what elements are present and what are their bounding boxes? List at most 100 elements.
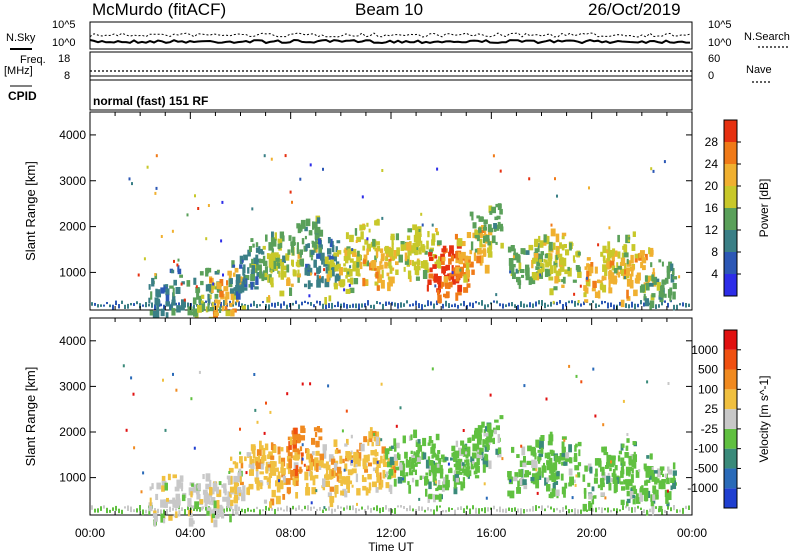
ground-scatter-cell — [601, 300, 603, 305]
echo-cell — [207, 495, 210, 502]
echo-cell — [249, 456, 253, 465]
echo-cell — [536, 272, 540, 281]
speck-cell — [608, 226, 611, 230]
echo-patch — [405, 433, 440, 494]
echo-cell — [171, 308, 176, 316]
ground-scatter-cell — [259, 509, 261, 515]
echo-cell — [577, 251, 581, 256]
ground-scatter-cell — [664, 300, 666, 303]
echo-cell — [355, 268, 360, 276]
x-axis-label: Time UT — [368, 540, 414, 554]
ground-scatter-cell — [223, 508, 225, 514]
ground-scatter-cell — [475, 301, 477, 304]
echo-cell — [470, 466, 475, 470]
echo-cell — [301, 238, 305, 245]
ground-scatter-cell — [535, 505, 537, 511]
x-tick-label: 04:00 — [175, 526, 205, 540]
speck-cell — [381, 216, 384, 220]
echo-cell — [429, 267, 433, 273]
ground-scatter-cell — [520, 508, 522, 515]
ground-scatter-cell — [586, 509, 588, 512]
speck-cell — [638, 469, 641, 472]
echo-cell — [277, 446, 281, 455]
echo-cell — [229, 491, 232, 498]
echo-cell — [151, 483, 154, 490]
echo-cell — [519, 460, 525, 468]
echo-cell — [545, 261, 550, 268]
echo-cell — [530, 276, 536, 285]
echo-cell — [532, 466, 538, 471]
echo-cell — [632, 460, 636, 465]
echo-cell — [268, 242, 274, 251]
echo-cell — [389, 265, 393, 274]
ground-scatter-cell — [631, 301, 633, 308]
speck-cell — [431, 223, 434, 227]
echo-cell — [168, 515, 173, 521]
ground-scatter-cell — [334, 304, 336, 308]
echo-cell — [445, 474, 449, 480]
echo-cell — [471, 214, 474, 221]
cpid-panel — [89, 79, 693, 111]
echo-cell — [453, 487, 458, 495]
speck-cell — [431, 367, 434, 371]
echo-cell — [513, 248, 516, 254]
ground-scatter-cell — [172, 507, 174, 511]
echo-cell — [477, 430, 482, 440]
echo-cell — [331, 244, 335, 253]
echo-cell — [218, 306, 222, 314]
speck-cell — [509, 270, 512, 274]
echo-cell — [379, 472, 382, 478]
echo-cell — [452, 267, 455, 274]
echo-cell — [632, 495, 636, 505]
speck-cell — [207, 204, 210, 207]
echo-cell — [201, 294, 205, 299]
echo-cell — [368, 228, 371, 233]
echo-cell — [619, 481, 624, 485]
echo-cell — [437, 294, 442, 304]
echo-cell — [327, 255, 331, 260]
echo-cell — [384, 261, 388, 269]
echo-cell — [234, 511, 239, 516]
echo-cell — [336, 475, 339, 482]
echo-cell — [380, 258, 383, 264]
echo-cell — [211, 282, 216, 290]
echo-cell — [476, 458, 480, 466]
ground-scatter-cell — [220, 302, 222, 308]
echo-cell — [388, 484, 392, 492]
speck-cell — [550, 223, 553, 227]
ground-scatter-cell — [607, 302, 609, 309]
echo-cell — [672, 291, 676, 300]
speck-cell — [361, 195, 364, 199]
echo-cell — [587, 263, 592, 272]
ground-scatter-cell — [520, 301, 522, 308]
echo-cell — [224, 306, 228, 311]
echo-cell — [576, 465, 579, 470]
echo-cell — [592, 280, 597, 289]
echo-cell — [473, 252, 477, 262]
echo-cell — [259, 471, 264, 475]
echo-cell — [244, 280, 247, 285]
echo-cell — [311, 475, 315, 480]
echo-cell — [586, 257, 591, 261]
echo-cell — [165, 288, 170, 296]
echo-cell — [255, 456, 259, 466]
echo-cell — [172, 497, 176, 505]
echo-cell — [268, 473, 273, 479]
echo-cell — [376, 463, 381, 468]
ground-scatter-cell — [436, 300, 438, 306]
ground-scatter-cell — [511, 507, 513, 512]
echo-cell — [625, 445, 629, 451]
echo-cell — [483, 429, 486, 436]
echo-cell — [366, 488, 371, 494]
speck-cell — [177, 258, 180, 262]
ground-scatter-cell — [265, 505, 267, 511]
speck-cell — [293, 242, 296, 246]
echo-cell — [380, 479, 384, 488]
echo-cell — [233, 497, 237, 503]
echo-cell — [210, 307, 214, 312]
echo-cell — [617, 265, 622, 270]
echo-cell — [402, 435, 406, 444]
echo-cell — [416, 457, 422, 463]
ground-scatter-cell — [346, 505, 348, 510]
echo-cell — [477, 425, 483, 433]
